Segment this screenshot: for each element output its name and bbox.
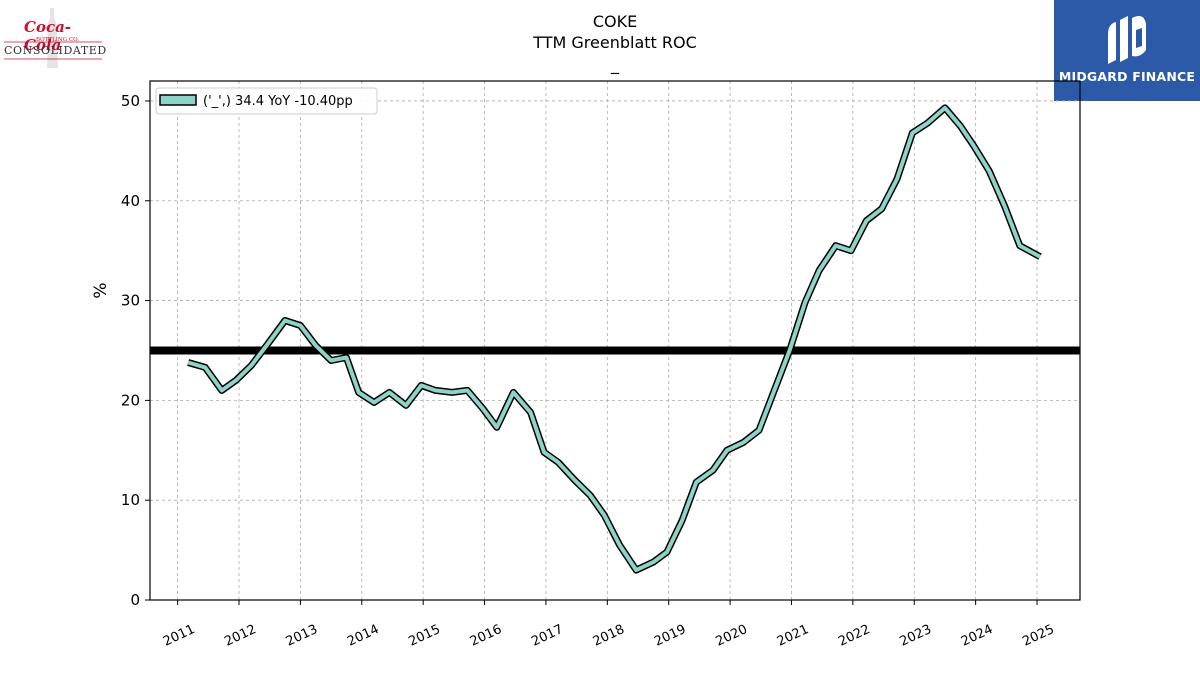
x-tick-label: 2011 (161, 622, 197, 650)
chart-title-ticker: COKE (593, 12, 637, 31)
y-tick-label: 20 (121, 391, 140, 409)
legend-label: ('_',) 34.4 YoY -10.40pp (203, 94, 353, 109)
x-tick-label: 2022 (836, 622, 872, 650)
series-group (187, 104, 1042, 574)
logo-small-text: BOTTLING CO. (36, 37, 80, 43)
x-axis-ticks: 2011 2012 2013 2014 2015 2016 2017 2018 2019 2020… (161, 600, 1057, 650)
y-tick-label: 50 (121, 92, 140, 110)
x-tick-label: 2024 (959, 622, 995, 650)
chart-title-metric: TTM Greenblatt ROC (532, 33, 697, 52)
x-tick-label: 2016 (468, 622, 504, 650)
legend: ('_',) 34.4 YoY -10.40pp (155, 87, 378, 115)
y-axis-ticks: 0 10 20 30 40 50 (121, 92, 150, 609)
midgard-emblem-icon (1108, 16, 1146, 64)
y-axis-label: % (91, 283, 111, 299)
logo-script-text: Coca-Cola (24, 18, 72, 54)
y-tick-label: 10 (121, 491, 140, 509)
legend-swatch (159, 94, 197, 106)
bottle-icon (47, 8, 58, 68)
midgard-brand-text: MIDGARD FINANCE (1058, 69, 1196, 84)
logo-company-text: CONSOLIDATED (4, 44, 107, 57)
y-tick-label: 0 (130, 591, 140, 609)
x-tick-label: 2020 (713, 622, 749, 650)
y-tick-label: 40 (121, 192, 140, 210)
x-tick-label: 2018 (591, 622, 627, 650)
chart-subtitle: _ (610, 55, 620, 75)
x-tick-label: 2019 (652, 622, 688, 650)
legend-box (155, 87, 378, 115)
x-tick-label: 2017 (529, 622, 565, 650)
x-tick-label: 2013 (284, 622, 320, 650)
x-tick-label: 2023 (898, 622, 934, 650)
series-line-outline (187, 104, 1042, 574)
plot-frame (149, 80, 1081, 601)
x-tick-label: 2014 (345, 622, 381, 650)
y-tick-label: 30 (121, 292, 140, 310)
x-tick-label: 2025 (1020, 622, 1056, 650)
series-line (187, 105, 1042, 573)
logo-rule (4, 41, 102, 60)
coca-cola-consolidated-logo: Coca-Cola BOTTLING CO. CONSOLIDATED (2, 4, 106, 70)
x-tick-label: 2012 (222, 622, 258, 650)
x-tick-label: 2021 (775, 622, 811, 650)
midgard-finance-logo: MIDGARD FINANCE (1054, 0, 1200, 101)
x-tick-label: 2015 (407, 622, 443, 650)
grid-lines (150, 81, 1080, 601)
